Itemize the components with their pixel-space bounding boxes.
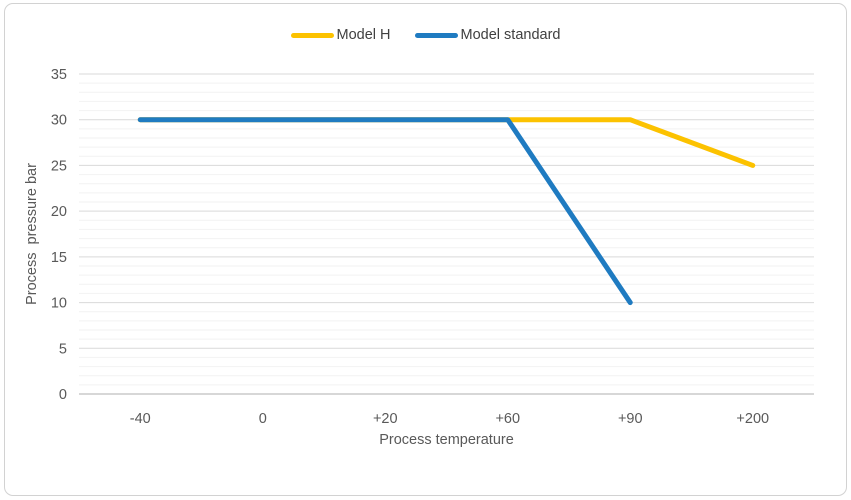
legend-swatch-model-standard-icon [414, 32, 458, 38]
y-axis-title: Process pressure bar [24, 163, 40, 305]
x-tick-label: +90 [618, 411, 643, 427]
chart-legend: Model H Model standard [5, 24, 846, 46]
y-tick-label: 20 [51, 204, 67, 220]
y-tick-label: 15 [51, 250, 67, 266]
y-tick-label: 0 [59, 387, 67, 403]
x-tick-label: +200 [736, 411, 769, 427]
legend-label-model-h: Model H [336, 27, 391, 43]
x-tick-label: -40 [130, 411, 151, 427]
series-line-model-h [137, 117, 756, 168]
x-tick-labels: -40 0 +20 +60 +90 +200 [130, 411, 769, 427]
x-tick-label: +60 [495, 411, 520, 427]
major-gridlines [79, 73, 814, 349]
y-tick-label: 35 [51, 67, 67, 83]
x-axis-title: Process temperature [379, 432, 514, 448]
x-tick-label: 0 [259, 411, 267, 427]
x-tick-label: +20 [373, 411, 398, 427]
y-tick-label: 30 [51, 113, 67, 129]
legend-swatch-model-h-icon [290, 32, 334, 38]
legend-item-model-standard: Model standard [414, 27, 561, 43]
legend-item-model-h: Model H [290, 27, 391, 43]
chart-figure: Model H Model standard Process pressure … [4, 3, 847, 496]
series-line-model-standard [137, 117, 633, 306]
legend-label-model-standard: Model standard [460, 27, 561, 43]
y-tick-labels: 0 5 10 15 20 25 30 35 [51, 67, 67, 403]
y-tick-label: 10 [51, 296, 67, 312]
minor-gridlines [79, 82, 814, 386]
y-tick-label: 5 [59, 341, 67, 357]
y-tick-label: 25 [51, 158, 67, 174]
plot-area: 0 5 10 15 20 25 30 35 -40 0 +20 +60 +90 +200 [51, 67, 814, 427]
